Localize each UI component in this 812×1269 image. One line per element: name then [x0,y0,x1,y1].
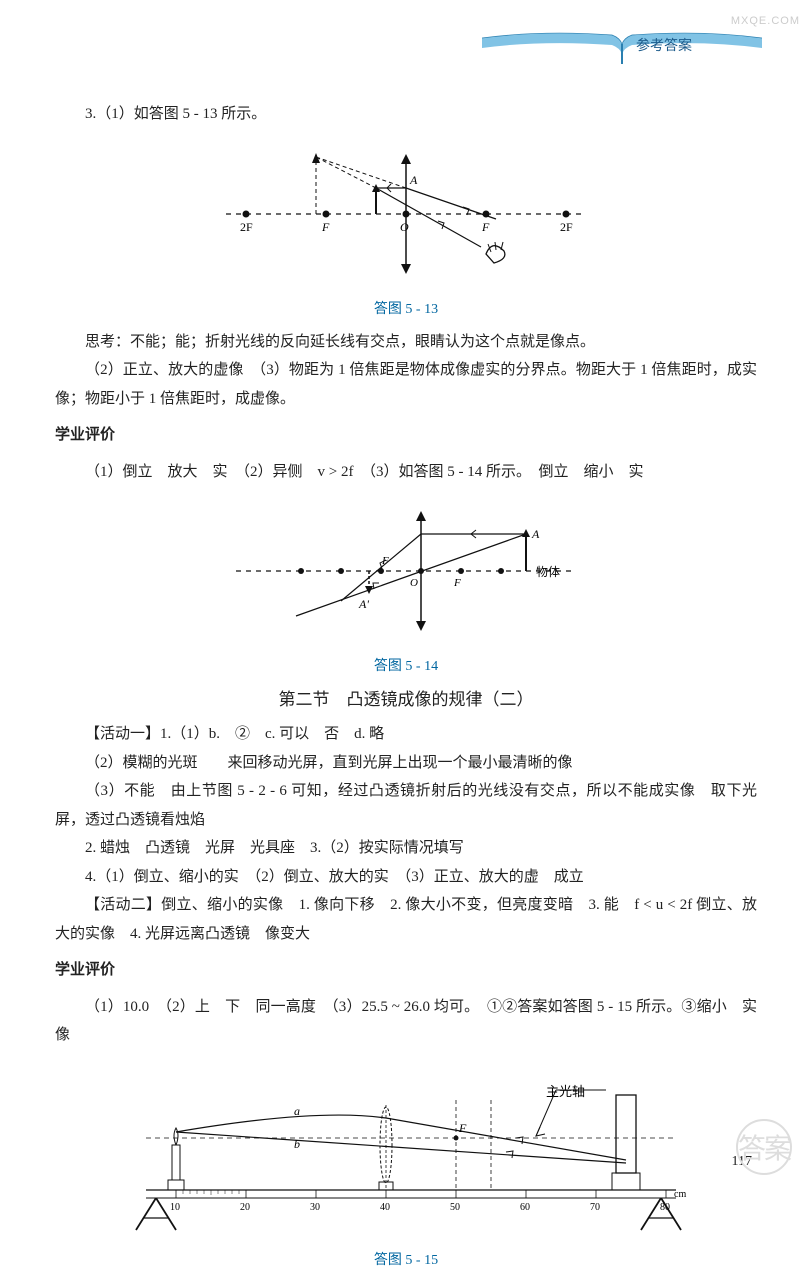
svg-text:A: A [531,527,540,541]
svg-text:F: F [453,577,461,589]
figure-5-14: F O F A 物体 A' 答图 5 - 14 [55,496,757,675]
svg-text:A': A' [358,597,369,611]
svg-text:50: 50 [450,1202,460,1213]
act2-line1: 【活动二】倒立、缩小的实像 1. 像向下移 2. 像大小不变，但亮度变暗 3. … [55,891,757,948]
header-ribbon: 参考答案 [482,30,762,70]
act1-line3: （3）不能 由上节图 5 - 2 - 6 可知，经过凸透镜折射后的光线没有交点，… [55,777,757,834]
svg-text:F: F [321,220,330,234]
svg-text:70: 70 [590,1202,600,1213]
eval2-text: （1）10.0 （2）上 下 同一高度 （3）25.5 ~ 26.0 均可。 ①… [55,993,757,1050]
svg-text:主光轴: 主光轴 [546,1084,585,1099]
svg-text:F: F [481,220,490,234]
heading-eval-1: 学业评价 [55,421,757,450]
svg-text:F: F [458,1121,467,1135]
eval1-text: （1）倒立 放大 实 （2）异侧 v > 2f （3）如答图 5 - 14 所示… [55,458,757,487]
header-title: 参考答案 [636,35,692,55]
figure-5-15-caption: 答图 5 - 15 [55,1249,757,1269]
text-line-2: 思考：不能；能；折射光线的反向延长线有交点，眼睛认为这个点就是像点。 [55,328,757,357]
act1-line1: 【活动一】1.（1）b. ② c. 可以 否 d. 略 [55,720,757,749]
heading-eval-2: 学业评价 [55,956,757,985]
svg-text:2F: 2F [560,220,573,234]
svg-text:80: 80 [660,1202,670,1213]
text-line-1: 3.（1）如答图 5 - 13 所示。 [55,100,757,129]
answer-stamp: 答案 [736,1119,792,1175]
figure-5-15: 10 20 30 40 50 60 70 80 cm 主光轴 [55,1060,757,1269]
section2-title: 第二节 凸透镜成像的规律（二） [55,685,757,710]
figure-5-13-caption: 答图 5 - 13 [55,298,757,318]
svg-text:30: 30 [310,1202,320,1213]
svg-text:物体: 物体 [536,565,560,579]
svg-text:10: 10 [170,1202,180,1213]
svg-text:2F: 2F [240,220,253,234]
figure-5-13: 2F F O F 2F A 答图 5 - 13 [55,139,757,318]
svg-text:40: 40 [380,1202,390,1213]
svg-text:O: O [410,577,418,589]
svg-text:60: 60 [520,1202,530,1213]
figure-5-14-caption: 答图 5 - 14 [55,655,757,675]
svg-text:b: b [294,1137,300,1151]
watermark: MXQE.COM [731,15,800,27]
act1-line5: 4.（1）倒立、缩小的实 （2）倒立、放大的实 （3）正立、放大的虚 成立 [55,863,757,892]
act1-line2: （2）模糊的光斑 来回移动光屏，直到光屏上出现一个最小最清晰的像 [55,749,757,778]
act1-line4: 2. 蜡烛 凸透镜 光屏 光具座 3.（2）按实际情况填写 [55,834,757,863]
svg-text:A: A [409,173,418,187]
svg-text:O: O [400,220,409,234]
svg-text:cm: cm [674,1189,686,1200]
open-book-icon [482,30,762,70]
svg-text:20: 20 [240,1202,250,1213]
svg-text:a: a [294,1104,300,1118]
text-line-3: （2）正立、放大的虚像 （3）物距为 1 倍焦距是物体成像虚实的分界点。物距大于… [55,356,757,413]
